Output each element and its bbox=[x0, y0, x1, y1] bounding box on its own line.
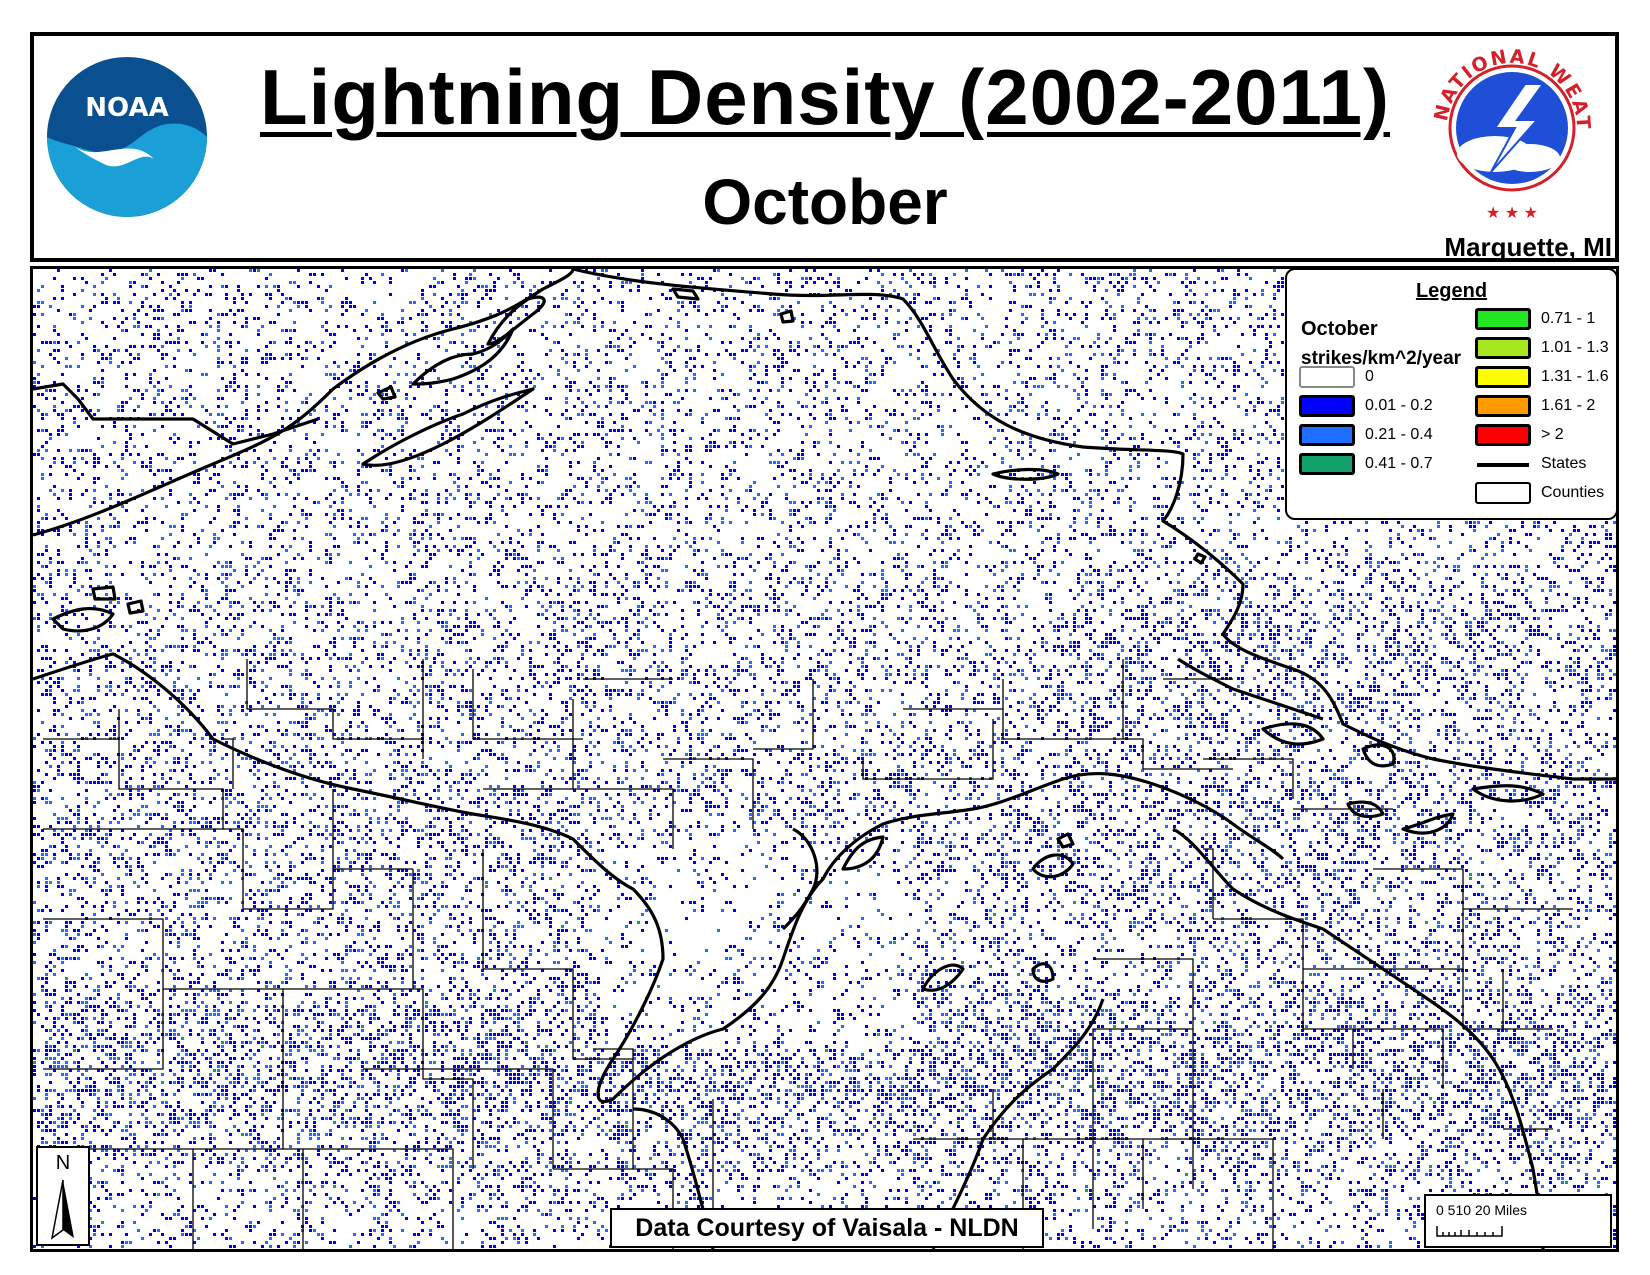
legend-title: Legend bbox=[1415, 280, 1488, 302]
map-subtitle: October bbox=[702, 166, 948, 238]
legend-label: Counties bbox=[1541, 484, 1605, 501]
legend-units: strikes/km^2/year bbox=[1301, 348, 1462, 369]
legend-month: October bbox=[1301, 318, 1378, 340]
north-letter: N bbox=[55, 1152, 71, 1174]
map-legend: Legend October strikes/km^2/year 0 0.01 … bbox=[1285, 268, 1618, 520]
legend-label: 0.71 - 1 bbox=[1541, 310, 1596, 327]
nws-logo: NATIONAL WEATHER SERVICE ★ ★ ★ bbox=[1425, 36, 1592, 222]
legend-label: 1.31 - 1.6 bbox=[1541, 368, 1609, 385]
legend-swatch bbox=[1299, 395, 1355, 417]
north-arrow: N bbox=[36, 1146, 90, 1246]
scale-bar: 0 510 20 Miles bbox=[1424, 1194, 1612, 1248]
legend-swatch bbox=[1475, 308, 1531, 330]
legend-label: 0 bbox=[1365, 368, 1374, 385]
legend-swatch bbox=[1475, 424, 1531, 446]
legend-swatch bbox=[1475, 366, 1531, 388]
legend-label: 1.01 - 1.3 bbox=[1541, 339, 1609, 356]
legend-counties-swatch bbox=[1475, 482, 1531, 504]
legend-swatch bbox=[1299, 366, 1355, 388]
legend-label: > 2 bbox=[1541, 426, 1564, 443]
scale-label: 0 510 20 Miles bbox=[1436, 1202, 1528, 1218]
noaa-logo: NOAA bbox=[47, 57, 207, 217]
legend-swatch bbox=[1475, 337, 1531, 359]
data-credit: Data Courtesy of Vaisala - NLDN bbox=[610, 1208, 1044, 1248]
legend-label: States bbox=[1541, 455, 1587, 472]
office-label: Marquette, MI bbox=[1444, 232, 1612, 262]
legend-label: 0.01 - 0.2 bbox=[1365, 397, 1433, 414]
map-title: Lightning Density (2002-2011) bbox=[260, 53, 1390, 141]
map-header bbox=[30, 32, 1619, 262]
noaa-logo-text: NOAA bbox=[85, 93, 168, 123]
svg-text:★ ★ ★: ★ ★ ★ bbox=[1486, 205, 1538, 222]
strike-cells bbox=[33, 873, 1612, 1248]
state-boundaries bbox=[33, 269, 1616, 1249]
legend-label: 0.41 - 0.7 bbox=[1365, 455, 1433, 472]
legend-label: 1.61 - 2 bbox=[1541, 397, 1596, 414]
legend-label: 0.21 - 0.4 bbox=[1365, 426, 1433, 443]
scale-ruler-icon bbox=[1436, 1226, 1503, 1237]
legend-swatch bbox=[1475, 395, 1531, 417]
legend-states-line bbox=[1477, 463, 1529, 467]
county-boundaries bbox=[43, 659, 1573, 1249]
north-arrow-icon bbox=[50, 1179, 74, 1240]
legend-swatch bbox=[1299, 453, 1355, 475]
legend-swatch bbox=[1299, 424, 1355, 446]
